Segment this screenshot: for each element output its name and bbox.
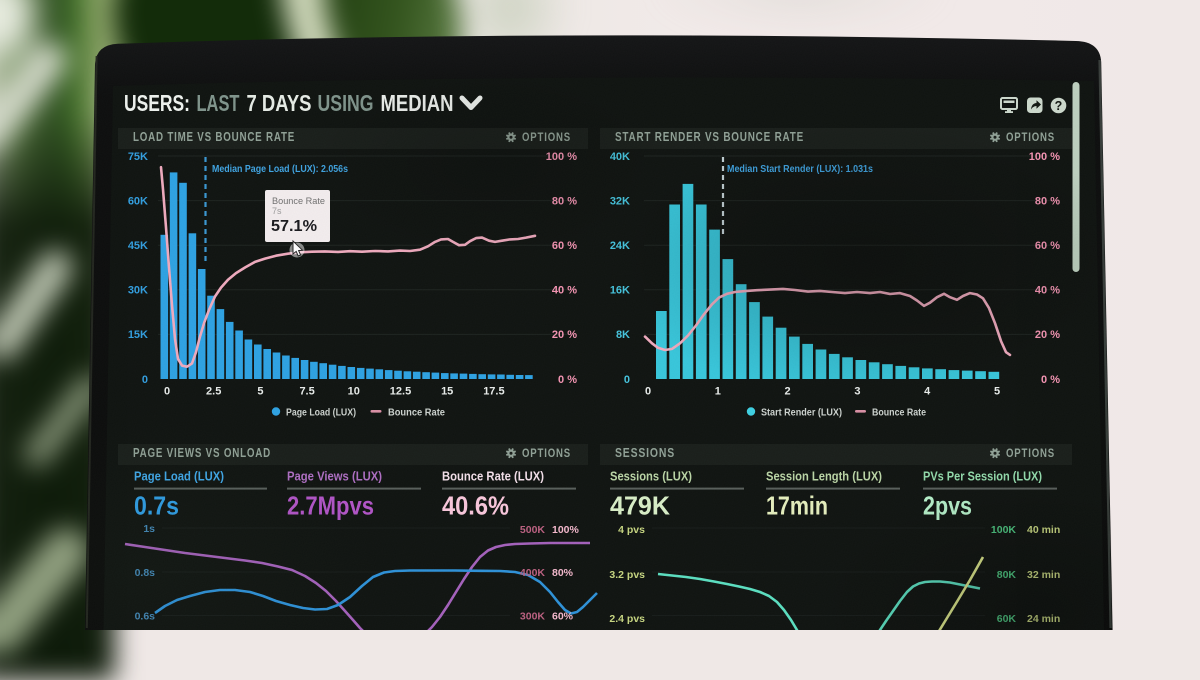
svg-text:24K: 24K — [610, 240, 630, 252]
svg-text:USERS:: USERS: — [124, 90, 190, 116]
svg-text:4: 4 — [924, 386, 931, 398]
svg-text:2.5: 2.5 — [206, 386, 221, 398]
svg-text:OPTIONS: OPTIONS — [522, 132, 571, 144]
svg-text:Bounce Rate: Bounce Rate — [272, 196, 325, 207]
svg-text:60%: 60% — [552, 610, 574, 622]
svg-text:0.8s: 0.8s — [135, 567, 156, 579]
svg-text:15K: 15K — [128, 329, 148, 341]
svg-text:PVs Per Session (LUX): PVs Per Session (LUX) — [923, 469, 1042, 484]
svg-text:7.5: 7.5 — [299, 386, 314, 398]
svg-text:40.6%: 40.6% — [442, 491, 509, 521]
svg-text:100%: 100% — [552, 524, 580, 536]
svg-text:OPTIONS: OPTIONS — [1006, 448, 1055, 460]
svg-text:300K: 300K — [520, 610, 546, 622]
svg-text:500K: 500K — [520, 524, 546, 536]
svg-text:LOAD TIME VS BOUNCE RATE: LOAD TIME VS BOUNCE RATE — [133, 130, 295, 144]
svg-text:Session Length (LUX): Session Length (LUX) — [766, 469, 882, 484]
svg-text:Sessions (LUX): Sessions (LUX) — [610, 469, 692, 484]
svg-text:USING: USING — [318, 90, 374, 116]
svg-text:Page Views (LUX): Page Views (LUX) — [287, 469, 382, 484]
svg-text:2.7Mpvs: 2.7Mpvs — [287, 491, 374, 521]
svg-text:0.7s: 0.7s — [134, 491, 179, 521]
svg-text:15: 15 — [441, 386, 453, 398]
svg-text:Page Load (LUX): Page Load (LUX) — [134, 469, 224, 484]
svg-text:40 %: 40 % — [1035, 285, 1060, 297]
svg-text:7s: 7s — [272, 206, 282, 216]
svg-text:MEDIAN: MEDIAN — [381, 90, 454, 116]
svg-text:Page Load (LUX): Page Load (LUX) — [286, 407, 356, 419]
svg-text:80 %: 80 % — [552, 195, 577, 207]
svg-text:10: 10 — [348, 386, 360, 398]
svg-text:60 %: 60 % — [552, 240, 577, 252]
svg-text:START RENDER VS BOUNCE RATE: START RENDER VS BOUNCE RATE — [615, 130, 804, 144]
svg-text:1: 1 — [715, 386, 721, 398]
svg-text:Bounce Rate (LUX): Bounce Rate (LUX) — [442, 469, 544, 484]
svg-text:PAGE VIEWS VS ONLOAD: PAGE VIEWS VS ONLOAD — [133, 446, 271, 460]
svg-text:Median Start Render (LUX): 1.0: Median Start Render (LUX): 1.031s — [727, 163, 873, 175]
svg-text:Bounce Rate: Bounce Rate — [388, 407, 445, 419]
svg-text:40K: 40K — [610, 151, 630, 163]
svg-text:17.5: 17.5 — [483, 386, 504, 398]
svg-text:30K: 30K — [128, 285, 148, 297]
svg-text:400K: 400K — [520, 567, 546, 579]
svg-text:2pvs: 2pvs — [923, 491, 972, 521]
svg-text:7 DAYS: 7 DAYS — [247, 90, 312, 116]
svg-text:OPTIONS: OPTIONS — [1006, 132, 1055, 144]
svg-text:40 %: 40 % — [552, 285, 577, 297]
svg-text:SESSIONS: SESSIONS — [615, 446, 675, 460]
svg-text:2: 2 — [785, 386, 791, 398]
svg-text:100 %: 100 % — [1029, 151, 1060, 163]
svg-text:16K: 16K — [610, 285, 630, 297]
svg-text:OPTIONS: OPTIONS — [522, 448, 571, 460]
svg-text:Median Page Load (LUX): 2.056s: Median Page Load (LUX): 2.056s — [212, 163, 348, 175]
svg-text:Bounce Rate: Bounce Rate — [872, 407, 926, 419]
svg-text:32 min: 32 min — [1027, 569, 1060, 581]
svg-text:12.5: 12.5 — [390, 386, 411, 398]
svg-text:100K: 100K — [991, 524, 1017, 536]
svg-text:60K: 60K — [128, 195, 148, 207]
svg-text:1s: 1s — [143, 523, 155, 535]
svg-text:40 min: 40 min — [1027, 524, 1060, 536]
svg-text:0: 0 — [142, 374, 148, 386]
svg-text:3: 3 — [854, 386, 860, 398]
svg-text:Start Render (LUX): Start Render (LUX) — [761, 407, 842, 419]
svg-text:0: 0 — [164, 386, 170, 398]
svg-text:80 %: 80 % — [1035, 195, 1060, 207]
svg-text:17min: 17min — [766, 491, 828, 521]
svg-text:20 %: 20 % — [552, 329, 577, 341]
svg-text:5: 5 — [257, 386, 263, 398]
svg-text:0 %: 0 % — [558, 374, 577, 386]
svg-text:2.4 pvs: 2.4 pvs — [609, 613, 645, 625]
svg-text:5: 5 — [994, 386, 1000, 398]
svg-text:0 %: 0 % — [1041, 374, 1060, 386]
svg-text:60 %: 60 % — [1035, 240, 1060, 252]
svg-text:?: ? — [1055, 99, 1063, 113]
svg-text:0: 0 — [624, 374, 630, 386]
svg-text:100 %: 100 % — [546, 151, 577, 163]
svg-text:3.2 pvs: 3.2 pvs — [609, 569, 645, 581]
svg-text:479K: 479K — [610, 491, 670, 521]
svg-text:32K: 32K — [610, 195, 630, 207]
svg-text:24 min: 24 min — [1027, 613, 1060, 625]
svg-text:4 pvs: 4 pvs — [618, 524, 645, 536]
svg-text:57.1%: 57.1% — [271, 218, 317, 235]
svg-text:60K: 60K — [997, 613, 1017, 625]
svg-text:8K: 8K — [616, 329, 630, 341]
svg-text:0.6s: 0.6s — [135, 610, 156, 622]
svg-text:0: 0 — [645, 386, 651, 398]
svg-text:LAST: LAST — [197, 90, 240, 116]
svg-text:20 %: 20 % — [1035, 329, 1060, 341]
svg-text:75K: 75K — [128, 151, 148, 163]
svg-text:80K: 80K — [997, 569, 1017, 581]
svg-text:80%: 80% — [552, 567, 574, 579]
svg-text:45K: 45K — [128, 240, 148, 252]
